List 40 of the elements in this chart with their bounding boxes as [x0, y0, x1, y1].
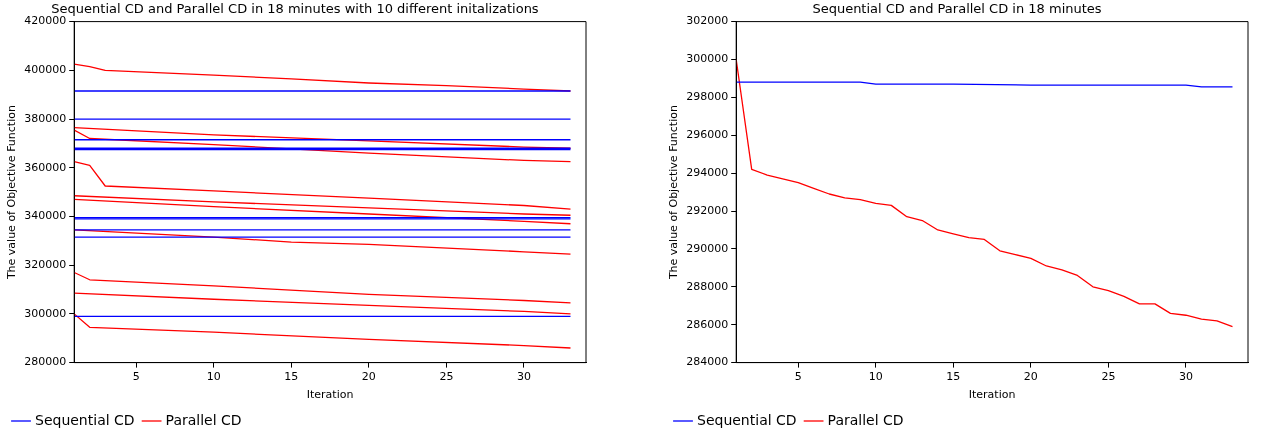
x-tick-label: 30: [1178, 370, 1193, 384]
y-tick-label: 292000: [686, 203, 729, 217]
y-tick-label: 294000: [686, 166, 729, 180]
y-tick-label: 360000: [24, 160, 67, 174]
y-tick-label: 288000: [686, 279, 729, 293]
y-axis-title: The value of Objective Function: [5, 105, 19, 281]
y-tick-label: 280000: [24, 355, 67, 369]
chart-title: Sequential CD and Parallel CD in 18 minutes with 10 different initalizations: [51, 1, 539, 17]
legend-label: Sequential CD: [697, 411, 797, 428]
x-tick-label: 5: [132, 370, 140, 384]
x-tick-label: 15: [284, 370, 299, 384]
x-tick-label: 10: [206, 370, 221, 384]
x-axis-title: Iteration: [306, 388, 354, 402]
x-tick-label: 20: [361, 370, 376, 384]
y-tick-label: 298000: [686, 90, 729, 104]
chart-title: Sequential CD and Parallel CD in 18 minutes: [812, 1, 1102, 17]
legend-label: Parallel CD: [827, 411, 904, 428]
legend-label: Parallel CD: [165, 411, 242, 428]
y-tick-label: 300000: [686, 52, 729, 66]
y-tick-label: 380000: [24, 111, 67, 125]
y-tick-label: 340000: [24, 209, 67, 223]
y-tick-label: 286000: [686, 317, 729, 331]
x-tick-label: 25: [439, 370, 454, 384]
y-tick-label: 302000: [686, 14, 729, 28]
y-tick-label: 400000: [24, 63, 67, 77]
y-tick-label: 296000: [686, 128, 729, 142]
y-tick-label: 320000: [24, 258, 67, 272]
x-tick-label: 25: [1101, 370, 1116, 384]
x-tick-label: 30: [516, 370, 531, 384]
x-tick-label: 5: [794, 370, 802, 384]
y-tick-label: 420000: [24, 14, 67, 28]
x-tick-label: 20: [1023, 370, 1038, 384]
x-tick-label: 15: [946, 370, 961, 384]
x-axis-title: Iteration: [968, 388, 1016, 402]
y-tick-label: 284000: [686, 355, 729, 369]
legend-label: Sequential CD: [35, 411, 135, 428]
x-tick-label: 10: [868, 370, 883, 384]
y-tick-label: 290000: [686, 241, 729, 255]
y-tick-label: 300000: [24, 306, 67, 320]
y-axis-title: The value of Objective Function: [667, 105, 681, 281]
